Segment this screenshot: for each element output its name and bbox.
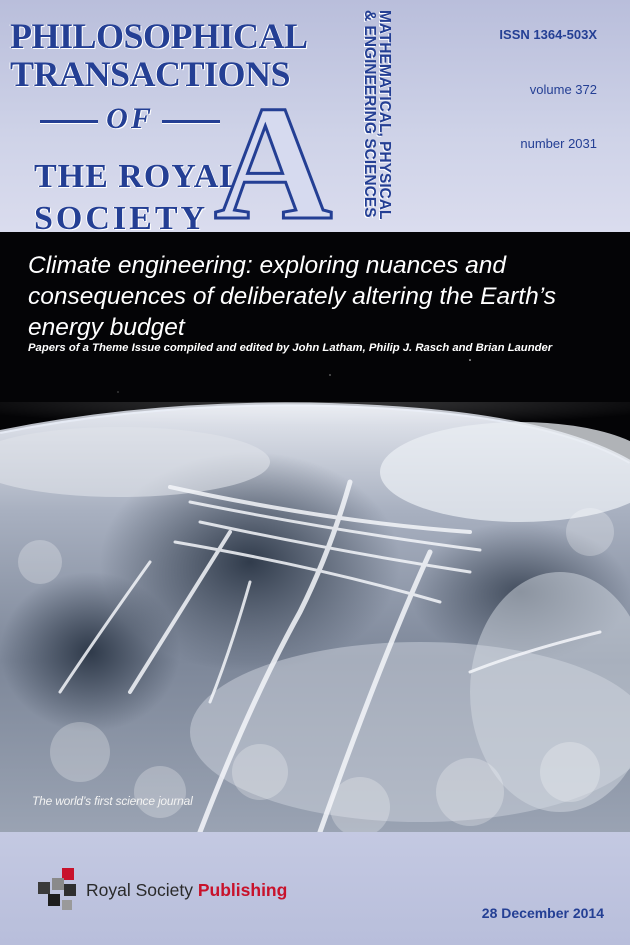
issue-date: 28 December 2014 [481,905,604,921]
theme-title-line2: consequences of deliberately altering th… [28,283,556,310]
theme-title-line1: Climate engineering: exploring nuances a… [28,252,507,279]
divider-right [161,119,220,123]
series-letter: A [212,73,333,254]
divider-left [40,119,99,123]
cover-image: Climate engineering: exploring nuances a… [0,232,630,832]
journal-title-line1: PHILOSOPHICAL [10,16,308,56]
journal-title-line5: SOCIETY [34,200,209,237]
cover-header: PHILOSOPHICAL TRANSACTIONS OF THE ROYAL … [0,0,630,247]
publisher-name-bold: Publishing [197,880,288,900]
earth-cloud-image [0,359,630,832]
journal-title-line4: THE ROYAL [34,158,243,195]
series-subject: MATHEMATICAL, PHYSICAL & ENGINEERING SCI… [332,10,393,220]
publisher-name: Royal Society Publishing [86,880,287,901]
journal-tagline: The world’s first science journal [32,794,193,808]
journal-title-of: OF [106,102,154,135]
theme-title-line3: energy budget [28,314,185,341]
journal-title-line2: TRANSACTIONS [10,54,291,94]
volume-number: volume 372 [529,82,597,97]
cover-footer: Royal Society Publishing 28 December 201… [0,832,630,945]
issn: ISSN 1364-503X [499,27,597,42]
royal-society-cubes-logo-icon [38,868,76,910]
issue-number: number 2031 [520,136,597,151]
theme-editors: Papers of a Theme Issue compiled and edi… [28,342,553,354]
series-subject-line2: & ENGINEERING SCIENCES [361,10,378,218]
publisher-name-regular: Royal Society [86,880,193,900]
journal-title-line3: OF [10,104,250,134]
theme-title: Climate engineering: exploring nuances a… [28,250,608,343]
series-subject-line1: MATHEMATICAL, PHYSICAL [376,10,393,220]
